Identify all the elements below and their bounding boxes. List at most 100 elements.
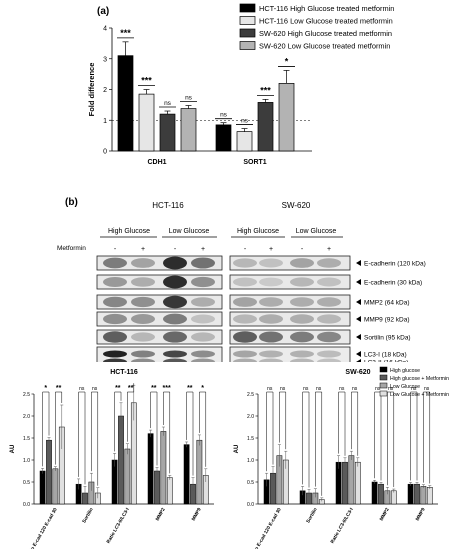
significance-bracket — [302, 391, 310, 488]
lc3-band-i — [259, 350, 283, 358]
significance-bracket — [42, 391, 50, 467]
bar — [354, 461, 361, 505]
x-category-label: Ratio LC3-II/LC3-I — [106, 506, 132, 544]
lc3-band-ii — [317, 358, 341, 362]
significance-label: * — [201, 385, 204, 392]
y-tick-label: 2 — [103, 87, 107, 94]
significance-bracket — [199, 391, 207, 467]
x-category-label: Ratio LC3-II/LC3-I — [330, 506, 356, 544]
blot-band — [317, 277, 341, 287]
blot-cell-line-sw620: SW-620 — [282, 201, 311, 210]
significance-bracket — [374, 391, 382, 481]
lc3-strip — [96, 346, 223, 362]
legend-swatch — [379, 366, 388, 373]
significance-bracket — [423, 391, 431, 484]
bar — [278, 82, 295, 152]
blot-strip — [96, 329, 223, 345]
bar — [124, 448, 131, 505]
lc3-band-ii — [290, 358, 314, 362]
significance-label: ns — [92, 386, 98, 392]
blot-band — [131, 258, 155, 268]
significance-label: * — [44, 385, 47, 392]
significance-label: ns — [267, 386, 273, 392]
band-arrow — [356, 334, 361, 340]
significance-label: ns — [424, 386, 430, 392]
bar — [183, 444, 190, 505]
blot-band — [191, 257, 215, 269]
legend-swatch — [379, 382, 388, 389]
band-label: Sortilin (95 kDa) — [364, 335, 411, 342]
y-tick-label: 1.0 — [247, 458, 254, 464]
significance-label: ns — [164, 100, 172, 107]
blot-band — [233, 297, 257, 307]
western-blot-panel: (b) HCT-116 SW-620 High Glucose Low Gluc… — [57, 197, 426, 363]
band-label: LC3-II (16 kDa) — [364, 360, 408, 363]
x-category-label: Sortilin — [305, 507, 318, 524]
blot-band — [103, 331, 127, 343]
y-axis-label: AU — [10, 445, 16, 454]
significance-label: * — [285, 56, 289, 66]
legend-label: Low Glucose + Metformin — [390, 392, 449, 398]
y-tick-label: 1 — [103, 118, 107, 125]
significance-label: ns — [303, 386, 309, 392]
significance-label: ns — [339, 386, 345, 392]
blot-band — [131, 296, 155, 308]
bar — [138, 93, 155, 152]
blot-band — [191, 314, 215, 324]
y-tick-label: 0.5 — [23, 480, 30, 486]
blot-band — [233, 258, 257, 268]
y-tick-label: 2.5 — [23, 392, 30, 398]
lc3-band-i — [163, 350, 187, 358]
x-category-label: MMP9 — [415, 507, 427, 522]
fold-difference-chart: (a) 0 1 2 3 4 Fold difference *** *** ns ns CDH1 ns… — [87, 3, 394, 166]
bar — [196, 439, 203, 505]
blot-condition-sw-low: Low Glucose — [296, 228, 337, 235]
y-tick-label: 2.0 — [23, 414, 30, 420]
band-arrow — [356, 299, 361, 305]
y-axis-label: Fold difference — [87, 63, 96, 117]
y-tick-label: 2.0 — [247, 414, 254, 420]
significance-bracket — [279, 391, 287, 450]
band-labels: E-cadherin (120 kDa) E-cadherin (30 kDa) M… — [356, 260, 426, 342]
blot-band — [163, 295, 187, 309]
chart-title: HCT-116 — [110, 369, 138, 376]
bar — [215, 124, 232, 152]
bar — [180, 108, 197, 152]
band-label: MMP2 (64 kDa) — [364, 300, 410, 307]
bar — [378, 483, 384, 505]
blot-band — [103, 257, 127, 269]
blot-band — [191, 276, 215, 288]
x-category-label: MMP9 — [191, 507, 203, 522]
band-arrow — [356, 260, 361, 266]
lc3-band-i — [317, 350, 341, 358]
significance-bracket — [338, 391, 346, 456]
significance-label: *** — [141, 76, 152, 86]
significance-label: ** — [115, 385, 121, 392]
legend-label: High glucose — [390, 368, 420, 374]
significance-label: ns — [375, 386, 381, 392]
legend-label: SW-620 High Glucose treated metformin — [259, 29, 392, 38]
lc3-band-ii — [163, 358, 187, 362]
band-label: MMP9 (92 kDa) — [364, 317, 410, 324]
blot-band — [191, 332, 215, 342]
significance-bracket — [150, 391, 158, 466]
legend-swatch — [239, 28, 256, 38]
significance-bracket — [410, 391, 418, 481]
lane-signs: - + - + - + - + — [114, 246, 331, 253]
blot-band — [163, 313, 187, 325]
x-category-label: Ratio E-cad 120 E-cad 30 — [25, 507, 59, 549]
blot-band — [317, 258, 341, 268]
lc3-band-ii — [259, 358, 283, 362]
significance-label: *** — [163, 385, 171, 392]
blot-band — [317, 297, 341, 307]
significance-label: ns — [241, 118, 249, 125]
band-arrow — [356, 359, 361, 362]
x-category-label: CDH1 — [147, 159, 166, 166]
bar — [257, 102, 274, 152]
blot-band — [103, 313, 127, 325]
blot-cell-line-hct116: HCT-116 — [152, 201, 184, 210]
legend-label: HCT-116 Low Glucose treated metformin — [259, 17, 393, 26]
bar — [111, 459, 118, 505]
chart-title: SW-620 — [345, 369, 370, 376]
lc3-band-ii — [103, 358, 127, 362]
